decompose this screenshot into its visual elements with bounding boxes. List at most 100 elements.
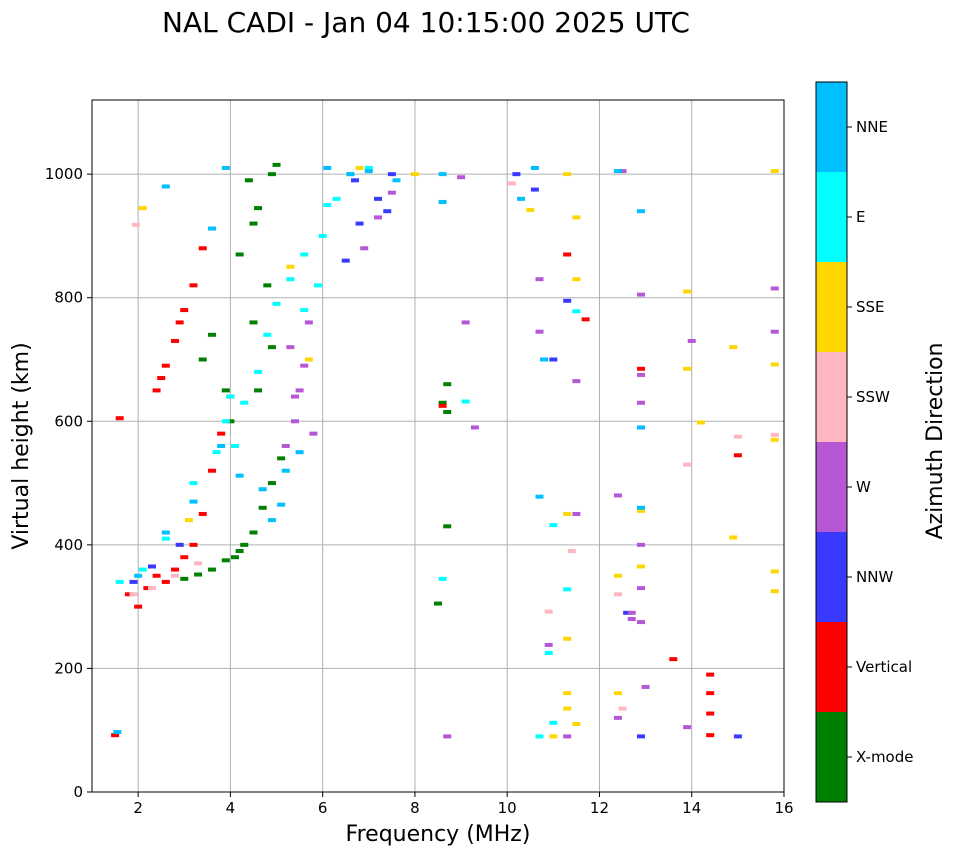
data-point	[461, 320, 470, 325]
data-point	[290, 394, 299, 399]
data-point	[286, 264, 295, 269]
data-point	[563, 636, 572, 641]
data-point	[295, 450, 304, 455]
data-point	[669, 657, 678, 662]
data-point	[729, 535, 738, 540]
y-tick-label: 600	[54, 412, 83, 430]
data-point	[184, 518, 193, 523]
data-point	[286, 277, 295, 282]
data-point	[636, 292, 645, 297]
colorbar-segment	[816, 172, 847, 262]
data-point	[581, 317, 590, 322]
y-tick-label: 1000	[45, 165, 83, 183]
y-axis: 0 200 400 600 800 1000	[45, 165, 92, 801]
data-point	[198, 357, 207, 362]
data-point	[244, 178, 253, 183]
data-point	[387, 190, 396, 195]
data-point	[138, 206, 147, 211]
data-point	[350, 178, 359, 183]
y-tick-label: 0	[73, 783, 83, 801]
data-point	[706, 733, 715, 738]
data-point	[572, 277, 581, 282]
data-point	[332, 196, 341, 201]
data-point	[235, 549, 244, 554]
data-point	[115, 416, 124, 421]
series-x-mode	[180, 162, 452, 606]
data-point	[544, 609, 553, 614]
data-point	[438, 576, 447, 581]
data-point	[254, 388, 263, 393]
colorbar-label: X-mode	[856, 748, 913, 766]
data-point	[706, 691, 715, 696]
data-point	[770, 329, 779, 334]
data-point	[535, 277, 544, 282]
colorbar-label: NNE	[856, 118, 888, 136]
data-point	[434, 601, 442, 606]
colorbar-segment	[816, 712, 847, 802]
data-point	[281, 444, 290, 448]
data-point	[470, 425, 479, 430]
data-point	[207, 567, 216, 572]
data-point	[770, 589, 779, 594]
data-point	[507, 181, 516, 186]
data-point	[263, 283, 272, 288]
data-point	[113, 730, 122, 735]
data-point	[152, 388, 161, 393]
data-point	[277, 456, 286, 461]
data-point	[383, 209, 392, 214]
data-point	[314, 283, 323, 288]
data-point	[355, 165, 364, 170]
series-vertical	[111, 246, 742, 738]
data-point	[457, 175, 466, 180]
data-point	[240, 400, 249, 405]
data-point	[729, 345, 738, 350]
colorbar-segment	[816, 442, 847, 532]
x-tick-label: 2	[133, 799, 143, 817]
x-tick-label: 14	[682, 799, 701, 817]
data-point	[258, 505, 267, 510]
data-point	[180, 576, 189, 581]
data-point	[627, 617, 636, 621]
data-point	[258, 487, 267, 492]
data-point	[115, 579, 124, 584]
data-point	[161, 536, 170, 541]
data-point	[613, 493, 622, 498]
data-point	[290, 419, 299, 424]
data-point	[171, 338, 180, 343]
chart-title: NAL CADI - Jan 04 10:15:00 2025 UTC	[162, 6, 690, 39]
data-point	[544, 650, 553, 655]
data-point	[231, 444, 240, 448]
y-tick-label: 400	[54, 536, 83, 554]
data-point	[180, 555, 189, 560]
data-point	[134, 573, 143, 578]
data-point	[563, 706, 572, 711]
data-point	[267, 345, 276, 350]
x-tick-label: 12	[590, 799, 609, 817]
series-nnw	[129, 172, 742, 739]
y-axis-label: Virtual height (km)	[9, 342, 34, 549]
series-ssw	[129, 181, 779, 711]
data-point	[438, 403, 447, 408]
data-point	[272, 301, 281, 306]
data-point	[198, 511, 207, 516]
data-point	[618, 169, 627, 174]
data-point	[461, 399, 470, 404]
data-point	[535, 734, 544, 739]
data-point	[240, 542, 249, 547]
data-point	[129, 592, 138, 597]
data-point	[549, 720, 558, 725]
data-point	[770, 169, 779, 174]
data-point	[567, 549, 576, 554]
data-point	[443, 382, 452, 387]
data-point	[563, 172, 572, 177]
data-point	[636, 620, 645, 625]
data-point	[272, 162, 281, 167]
data-point	[249, 320, 258, 325]
colorbar-frame	[815, 81, 848, 803]
y-tick-label: 200	[54, 659, 83, 677]
data-point	[254, 369, 263, 374]
x-tick-label: 4	[226, 799, 236, 817]
data-point	[346, 172, 355, 177]
data-point	[613, 715, 622, 720]
data-point	[152, 573, 161, 578]
